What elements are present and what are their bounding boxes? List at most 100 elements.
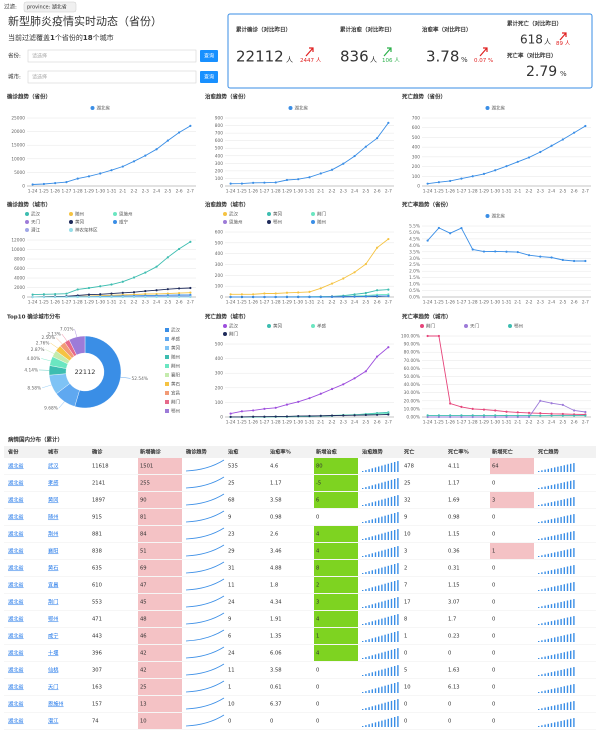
link-cell[interactable]: 湖北省 <box>8 666 24 674</box>
x-tick-label: 1-28 <box>271 420 281 426</box>
x-tick-label: 2-1 <box>514 300 521 306</box>
y-tick-label: 5.5% <box>409 224 420 230</box>
sparkline-bar <box>550 604 553 608</box>
link-cell[interactable]: 随州 <box>48 513 58 521</box>
x-tick-label: 2-5 <box>559 189 566 195</box>
leader-line <box>120 376 131 379</box>
link-cell[interactable]: 湖北省 <box>8 632 24 640</box>
link-cell[interactable]: 湖北省 <box>8 496 24 504</box>
data-point <box>132 160 136 163</box>
link-cell[interactable]: 仙桃 <box>48 666 59 674</box>
select-input[interactable] <box>27 70 197 84</box>
link-cell[interactable]: 潜江 <box>48 717 58 725</box>
link-cell[interactable]: 湖北省 <box>8 581 24 589</box>
table-cell: 0 <box>316 719 319 725</box>
sparkline-bar <box>550 689 553 693</box>
data-point <box>527 156 531 159</box>
x-tick-label: 2-1 <box>119 300 126 306</box>
sparkline-bar <box>538 624 540 625</box>
data-point <box>364 413 367 417</box>
filter-chip[interactable] <box>23 1 77 13</box>
link-cell[interactable]: 湖北省 <box>8 700 24 708</box>
x-tick-label: 2-1 <box>317 189 324 195</box>
select-input[interactable] <box>27 49 197 63</box>
sparkline-bar <box>374 722 377 727</box>
data-point <box>166 292 169 295</box>
legend-marker <box>165 337 169 341</box>
legend-marker <box>485 214 490 218</box>
link-cell[interactable]: 恩施州 <box>48 700 64 708</box>
link-cell[interactable]: 黄石 <box>48 564 58 572</box>
sparkline-bar <box>384 702 386 710</box>
sparkline-bar <box>374 518 377 523</box>
sparkline-bar <box>541 538 543 540</box>
cell-highlight <box>138 645 182 661</box>
link-cell[interactable]: 湖北省 <box>8 479 24 487</box>
x-tick-label: 2-5 <box>362 300 369 306</box>
sparkline-bar <box>394 581 396 591</box>
cell-highlight <box>314 475 358 491</box>
link-cell[interactable]: 荆门 <box>48 598 58 606</box>
legend-marker <box>113 212 117 216</box>
link-cell[interactable]: 鄂州 <box>48 615 58 623</box>
sparkline-bar <box>560 465 562 472</box>
link-cell[interactable]: 湖北省 <box>8 530 24 538</box>
sparkline-bar <box>381 686 383 693</box>
table-cell: 0 <box>270 719 273 725</box>
x-tick-label: 1-27 <box>260 300 270 306</box>
sparkline-bar <box>570 548 572 557</box>
link-cell[interactable]: 湖北省 <box>8 615 24 623</box>
sparkline-bar <box>560 686 562 693</box>
link-cell[interactable]: 天门 <box>48 683 58 691</box>
cell-highlight <box>138 475 182 491</box>
sparkline-bar <box>362 539 364 540</box>
link-cell[interactable]: 湖北省 <box>8 462 24 470</box>
x-tick-label: 1-24 <box>226 420 236 426</box>
data-point <box>87 175 91 178</box>
link-cell[interactable]: 咸宁 <box>48 632 58 640</box>
sparkline-bar <box>387 531 389 540</box>
up-arrow <box>383 47 392 57</box>
link-cell[interactable]: 黄冈 <box>48 496 58 504</box>
link-cell[interactable]: 湖北省 <box>8 598 24 606</box>
link-cell[interactable]: 襄阳 <box>48 547 58 555</box>
link-cell[interactable]: 湖北省 <box>8 649 24 657</box>
link-cell[interactable]: 孝感 <box>48 479 58 487</box>
sparkline-bar <box>557 687 559 693</box>
sparkline-bar <box>566 481 569 489</box>
link-cell[interactable]: 十堰 <box>48 649 58 657</box>
table-cell: 31 <box>228 566 235 572</box>
data-point <box>274 406 277 409</box>
data-point <box>240 295 243 299</box>
sparkline-bar <box>550 655 553 659</box>
y-tick-label: 0.00% <box>406 415 420 421</box>
sparkline-bar <box>544 537 546 540</box>
link-cell[interactable]: 湖北省 <box>8 547 24 555</box>
x-tick-label: 2-6 <box>374 300 381 306</box>
sparkline-bar <box>394 649 396 659</box>
link-cell[interactable]: 武汉 <box>48 462 59 470</box>
legend-marker <box>165 409 169 413</box>
link-cell[interactable]: 宜昌 <box>48 581 58 589</box>
data-point <box>550 256 553 259</box>
y-tick-label: 5000 <box>14 170 25 176</box>
data-point <box>110 292 113 295</box>
link-cell[interactable]: 荆州 <box>48 530 58 538</box>
x-tick-label: 1-25 <box>237 300 247 306</box>
page-subtitle: 当前过滤覆盖1个省份的18个城市 <box>8 33 114 42</box>
x-tick-label: 2-2 <box>329 189 336 195</box>
query-button[interactable] <box>200 71 218 83</box>
table-cell: 90 <box>140 498 147 504</box>
sparkline-bar <box>554 569 556 574</box>
link-cell[interactable]: 湖北省 <box>8 683 24 691</box>
link-cell[interactable]: 湖北省 <box>8 717 24 725</box>
link-cell[interactable]: 湖北省 <box>8 513 24 521</box>
data-point <box>342 162 345 165</box>
query-button[interactable] <box>200 50 218 62</box>
data-point <box>178 292 181 295</box>
table-cell: 10 <box>404 532 411 538</box>
kpi-delta: 89 人 <box>556 40 571 47</box>
y-tick-label: 20000 <box>11 129 25 135</box>
link-cell[interactable]: 湖北省 <box>8 564 24 572</box>
data-point <box>229 293 232 296</box>
